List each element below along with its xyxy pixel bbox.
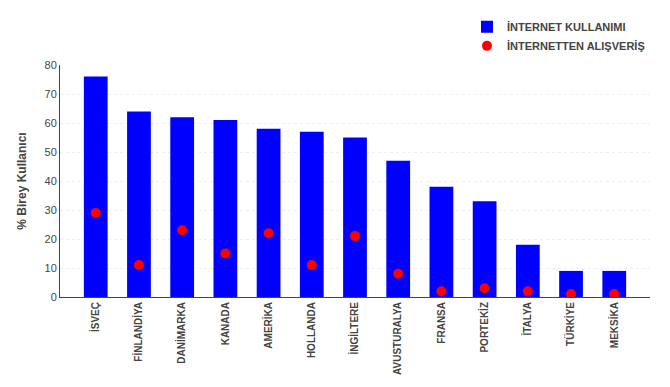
svg-text:% Birey Kullanıcı: % Birey Kullanıcı (15, 132, 29, 229)
svg-text:20: 20 (45, 233, 57, 245)
svg-text:FİNLANDİYA: FİNLANDİYA (132, 302, 144, 362)
svg-text:0: 0 (51, 291, 57, 303)
svg-text:FRANSA: FRANSA (436, 302, 447, 344)
svg-text:50: 50 (45, 146, 57, 158)
svg-text:İNTERNET KULLANIMI: İNTERNET KULLANIMI (507, 21, 626, 33)
svg-text:AMERİKA: AMERİKA (262, 302, 274, 349)
svg-text:İNTERNETTEN ALIŞVERİŞ: İNTERNETTEN ALIŞVERİŞ (507, 40, 645, 52)
svg-text:İSVEÇ: İSVEÇ (89, 302, 101, 332)
svg-text:10: 10 (45, 262, 57, 274)
svg-text:80: 80 (45, 59, 57, 71)
svg-text:30: 30 (45, 204, 57, 216)
svg-text:MEKSİKA: MEKSİKA (608, 302, 620, 348)
svg-text:PORTEKİZ: PORTEKİZ (478, 302, 490, 353)
svg-text:HOLLANDA: HOLLANDA (306, 302, 317, 358)
svg-text:İNGİLTERE: İNGİLTERE (348, 302, 360, 355)
svg-text:TÜRKİYE: TÜRKİYE (564, 302, 576, 346)
svg-text:DANİMARKA: DANİMARKA (175, 302, 187, 364)
svg-text:40: 40 (45, 175, 57, 187)
svg-text:70: 70 (45, 88, 57, 100)
svg-text:KANADA: KANADA (220, 302, 231, 345)
svg-text:60: 60 (45, 117, 57, 129)
svg-text:AVUSTURALYA: AVUSTURALYA (392, 302, 403, 375)
svg-text:İTALYA: İTALYA (521, 302, 533, 336)
